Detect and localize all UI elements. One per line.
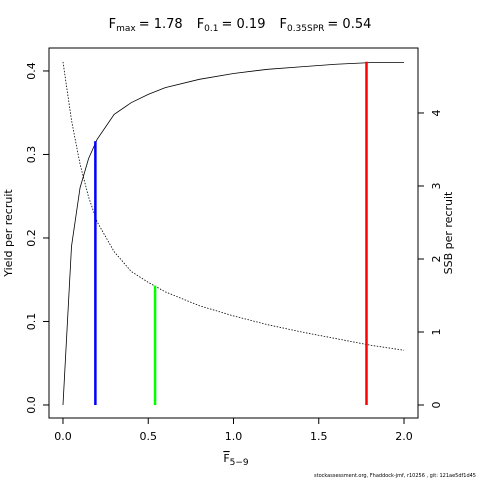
y-axis-label: Yield per recruit: [2, 189, 15, 278]
y-tick-label: 0.0: [25, 396, 38, 414]
x-tick-label: 1.5: [310, 430, 328, 443]
title-sub: 0.35SPR: [287, 24, 324, 34]
x-label-symbol: F: [223, 452, 229, 465]
y-tick-label: 0.1: [25, 313, 38, 331]
title-value: = 1.78: [139, 17, 183, 32]
x-label-sub: 5−9: [230, 458, 249, 468]
y2-tick-label: 2: [430, 255, 443, 262]
title-value: = 0.19: [222, 17, 266, 32]
title-sub: max: [116, 24, 136, 34]
title-value: = 0.54: [327, 17, 371, 32]
series-line: [62, 62, 405, 405]
x-tick-label: 2.0: [395, 430, 413, 443]
y2-axis-label: SSB per recruit: [442, 191, 455, 274]
x-axis-label: F5−9: [223, 452, 249, 468]
title-sub: 0.1: [204, 24, 218, 34]
y-tick-label: 0.4: [25, 62, 38, 80]
y-tick-label: 0.3: [25, 146, 38, 164]
y2-tick-label: 0: [430, 402, 443, 409]
x-tick-label: 0.5: [139, 430, 157, 443]
title-symbol: F: [197, 17, 204, 32]
x-tick-label: 1.0: [225, 430, 243, 443]
chart-title: Fmax = 1.78 F0.1 = 0.19 F0.35SPR = 0.54: [109, 17, 372, 34]
x-tick-label: 0.0: [54, 430, 72, 443]
y-tick-label: 0.2: [25, 229, 38, 247]
y2-tick-label: 3: [430, 182, 443, 189]
y2-tick-label: 4: [430, 109, 443, 116]
footnote: stockassessment.org, Fhaddock-jmf, r1025…: [314, 473, 476, 479]
y2-tick-label: 1: [430, 328, 443, 335]
series-line: [62, 61, 405, 351]
title-symbol: F: [109, 17, 116, 32]
title-symbol: F: [279, 17, 286, 32]
